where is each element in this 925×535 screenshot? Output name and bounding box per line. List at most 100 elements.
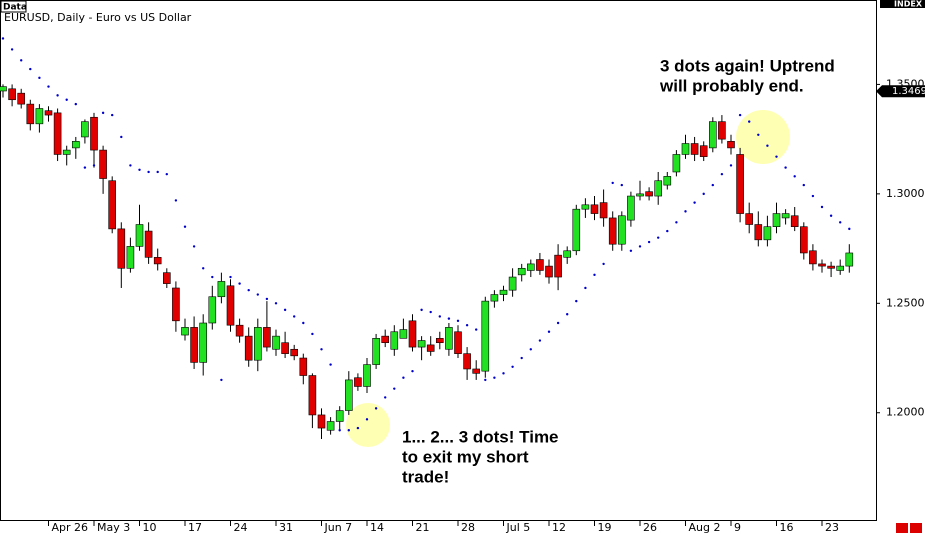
candle-body [399,329,408,339]
x-tick-label: 19 [598,521,612,534]
sar-dot [384,396,387,399]
sar-dot [547,330,551,333]
sar-dot [211,275,214,279]
candle-body [654,180,663,197]
annotation: will probably end. [659,76,804,95]
candle-body [326,421,335,431]
plot-frame [0,0,877,521]
sar-dot [265,297,269,301]
sar-dot [274,302,278,305]
sar-dot [1,37,5,40]
candle-body [299,357,308,376]
sar-dot [402,376,405,379]
sar-dot [456,319,460,323]
y-tick-label: 1.3000 [886,187,925,200]
sar-dot [520,356,523,360]
highlight-circle [346,403,390,447]
candle-body [590,204,599,214]
sar-dot [229,275,232,279]
sar-dot [775,155,778,158]
sar-dot [74,102,78,106]
candle-body [272,335,280,350]
sar-dot [365,418,369,421]
sar-dot [465,323,469,327]
candle-body [17,92,26,105]
candle-body [308,375,317,416]
sar-dot [293,315,296,318]
candle-body [517,267,526,276]
candle-body [354,377,362,387]
candle-body [90,116,98,151]
sar-dot [20,59,23,62]
candle-body [727,141,735,149]
sar-dot [757,133,760,136]
sar-dot [675,221,678,224]
sar-dot [374,407,378,410]
candle-body [745,213,754,225]
sar-dot [584,286,587,290]
candle-body [126,246,135,269]
sar-dot [356,426,360,430]
sar-dot [529,348,532,351]
sar-dot [120,135,123,139]
candle-body [381,335,390,344]
candle-body [545,265,553,278]
candle-body [390,331,399,350]
candle-body [454,331,462,354]
sar-dot [247,288,250,292]
candle-body [108,180,116,230]
candle-body [627,195,635,221]
sar-dot [92,164,96,167]
last-price-box [876,85,925,98]
candle-body [290,348,299,357]
candle-body [372,338,380,365]
sar-dot [784,166,787,169]
sar-dot [101,111,105,115]
x-tick-label: 28 [461,521,475,534]
candle-body [335,410,344,422]
candle-body [144,230,153,258]
candle-body [62,149,71,155]
sar-dot [420,308,423,312]
candle-body [718,121,726,140]
candle-body [235,324,244,337]
candle-body [217,281,226,298]
sar-dot [620,183,623,187]
sar-dot [83,166,87,169]
badge-box [0,0,27,13]
candle-body [72,141,80,149]
sar-dot [820,205,824,209]
candle-body [645,191,653,197]
sar-dot [729,164,733,167]
candle-body [181,327,189,336]
x-tick-label: 21 [416,521,430,534]
sar-dot [720,172,724,176]
annotation: to exit my short [402,447,529,466]
annotation: trade! [402,467,449,486]
sar-dot [111,113,114,117]
sar-dot [338,429,341,432]
sar-dot [65,98,68,101]
candle-body [809,250,817,265]
sar-dot [811,194,815,198]
candle-body [99,149,107,179]
candle-body [408,320,417,348]
sar-dot [647,240,651,244]
sar-dot [256,293,259,296]
candle-body [26,103,35,125]
candle-body [763,226,772,241]
sar-dot [183,225,187,228]
sar-dot [29,67,32,71]
sar-dot [320,348,323,351]
sar-dot [829,214,833,217]
sar-dot [165,172,168,176]
sar-dot [702,192,705,196]
candle-body [244,335,253,361]
candle-body [53,112,62,155]
candle-body [153,257,162,265]
sar-dot [538,339,542,342]
candle-body [681,143,690,155]
sar-dot [738,113,742,117]
chart-title: EURUSD, Daily - Euro vs US Dollar [4,11,192,24]
candle-body [526,263,535,271]
